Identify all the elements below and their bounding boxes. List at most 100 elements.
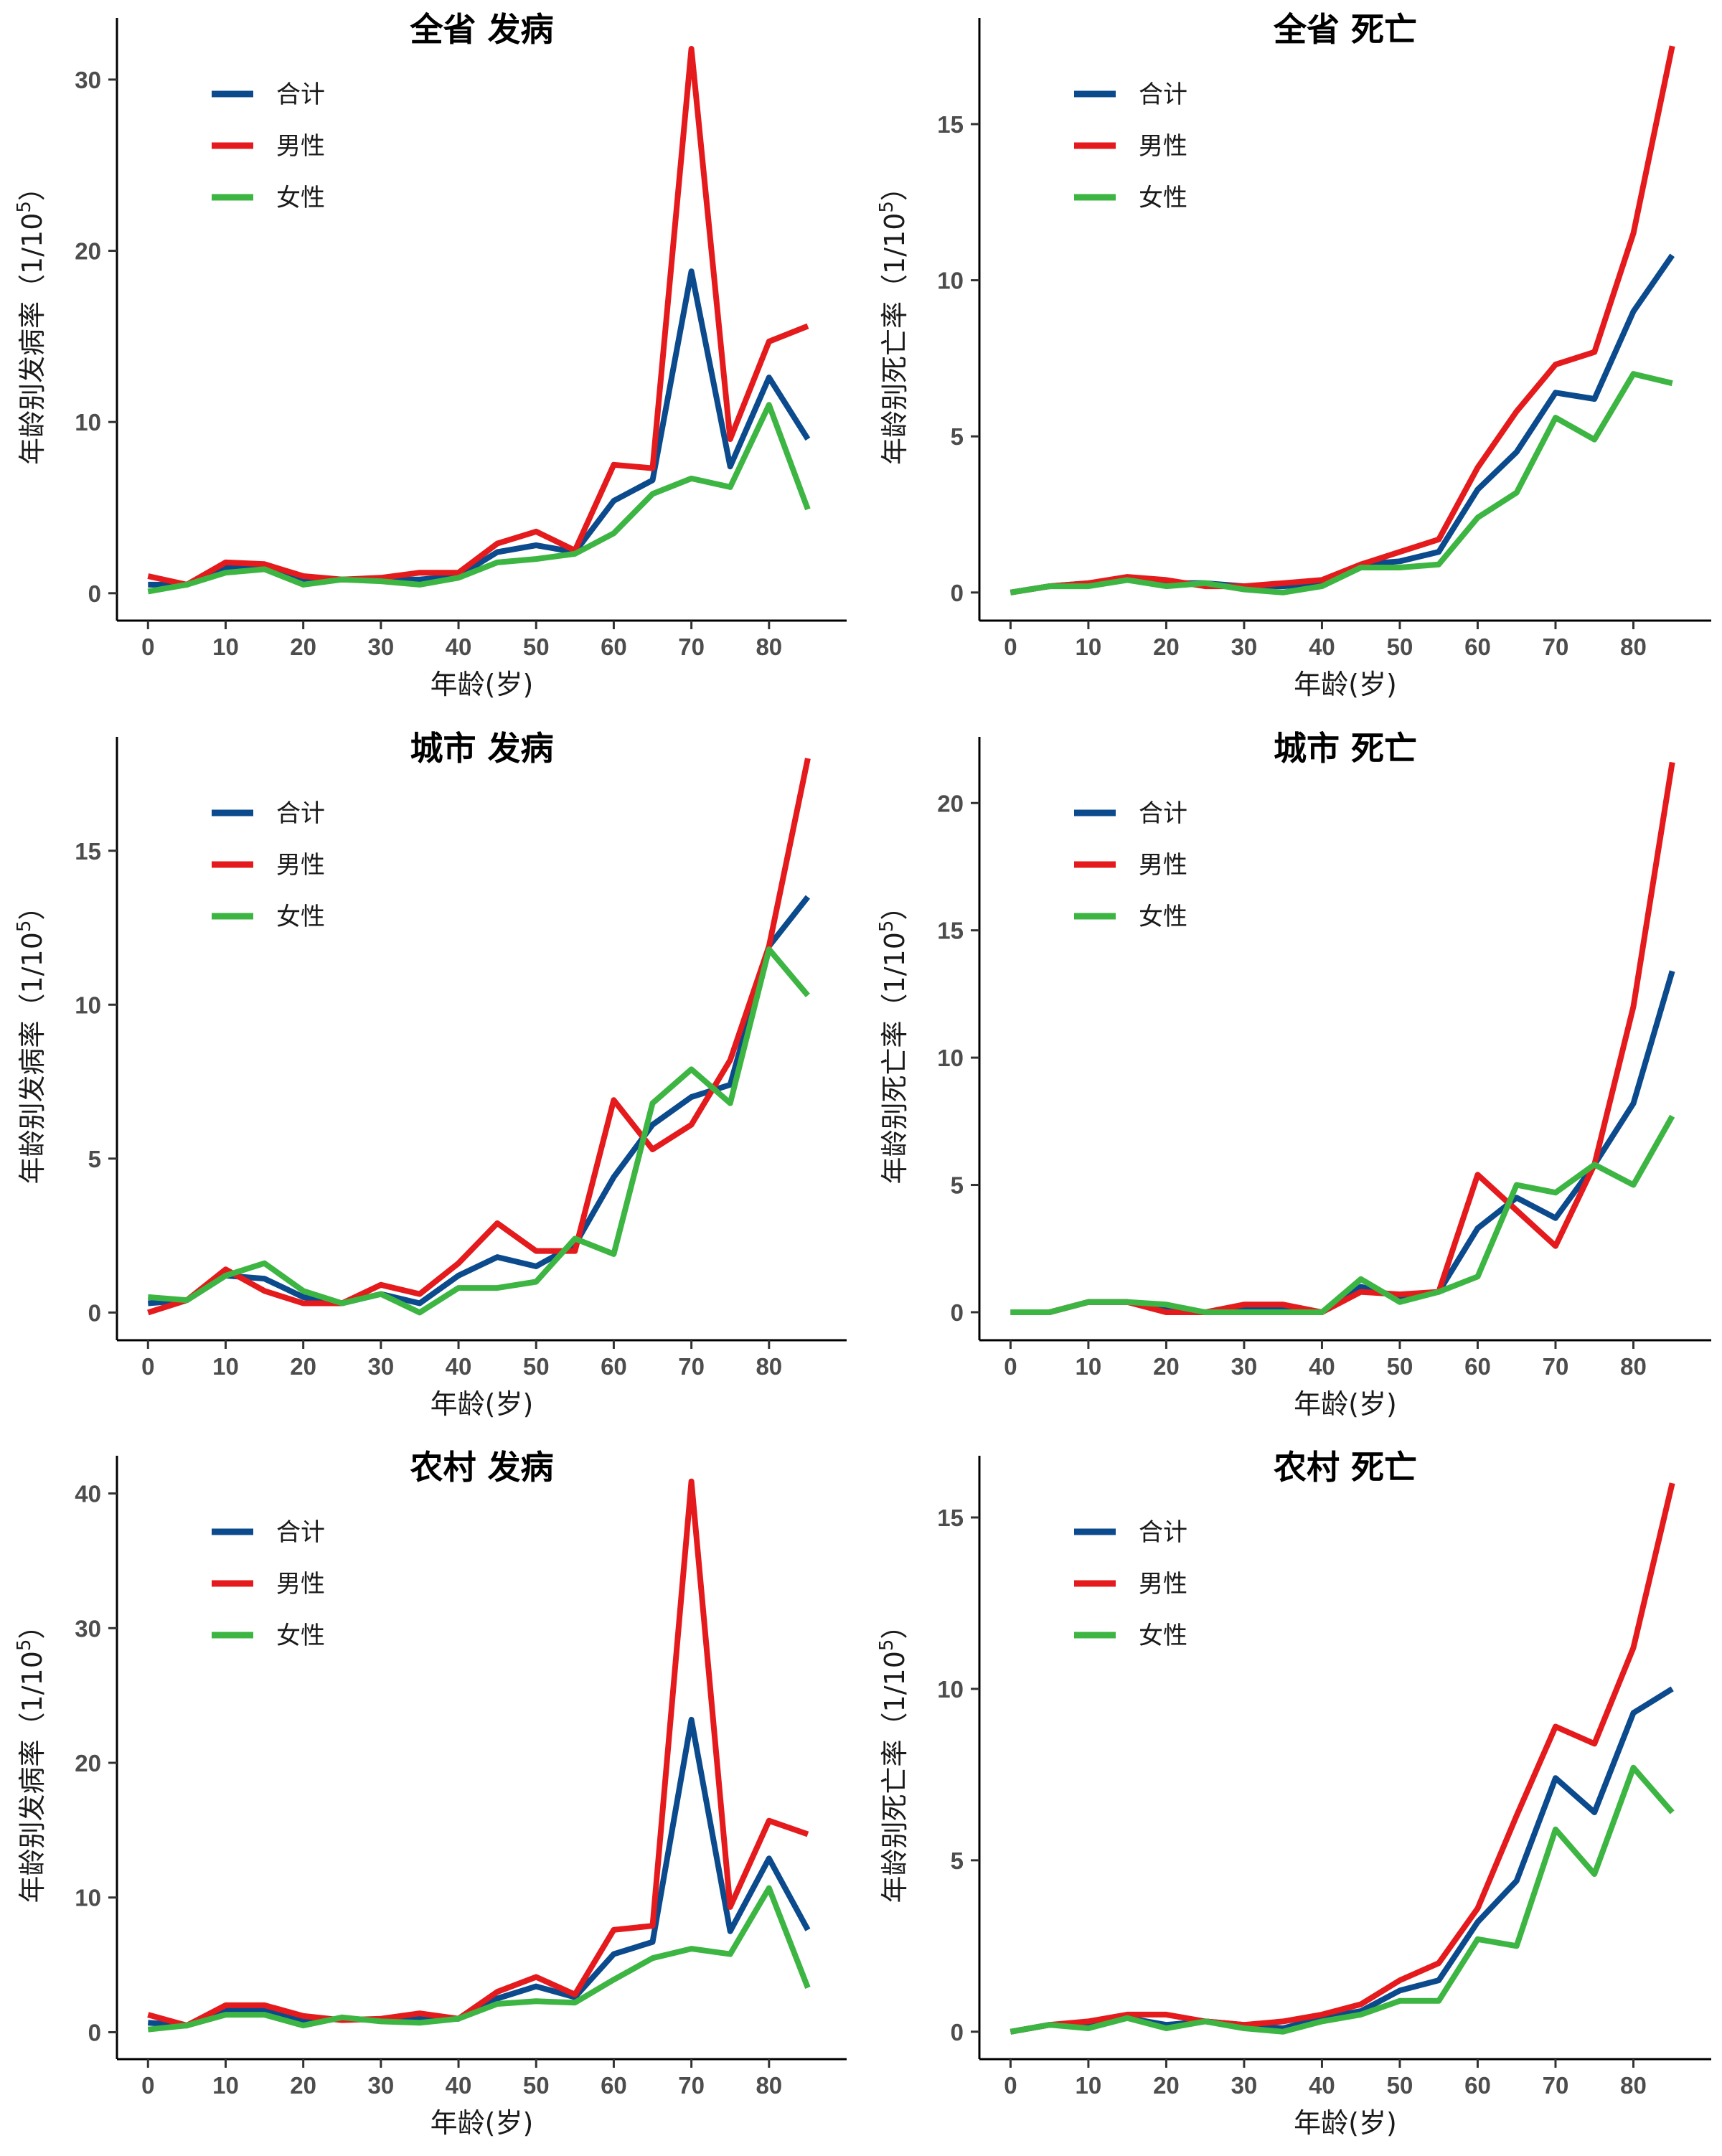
y-tick-label: 20 — [75, 238, 101, 265]
x-tick-label: 10 — [212, 2072, 239, 2099]
y-tick-label: 0 — [951, 1299, 964, 1326]
series-line-2 — [1010, 371, 1673, 596]
chart-title: 农村 死亡 — [1274, 1448, 1417, 1487]
y-axis-title-close: ） — [17, 1612, 48, 1639]
legend-label: 男性 — [276, 132, 325, 161]
x-tick-label: 40 — [446, 2072, 472, 2099]
x-tick-label: 20 — [1153, 634, 1180, 660]
x-axis-title: 年龄(岁) — [1294, 2107, 1397, 2139]
y-tick-label: 20 — [75, 1750, 101, 1776]
y-axis-title: 年龄别死亡率（1/105） — [876, 174, 911, 465]
y-tick-label: 40 — [75, 1481, 101, 1507]
series-line-1 — [147, 758, 811, 1316]
x-tick-label: 10 — [1076, 1353, 1102, 1380]
x-tick-label: 10 — [212, 634, 239, 660]
y-axis-title-main: 年龄别发病率（1/10 — [17, 213, 48, 465]
y-tick-label: 10 — [937, 1045, 964, 1071]
y-axis-title-sup: 5 — [14, 201, 35, 213]
x-tick-label: 20 — [290, 634, 316, 660]
y-tick-label: 10 — [75, 1885, 101, 1911]
series-line-2 — [1010, 1114, 1675, 1315]
x-tick-label: 60 — [1464, 634, 1491, 660]
y-tick-label: 15 — [937, 1505, 964, 1531]
x-tick-label: 60 — [601, 634, 627, 660]
x-axis-title: 年龄(岁) — [1294, 1388, 1397, 1420]
y-tick-label: 30 — [75, 1615, 101, 1642]
x-tick-label: 50 — [1387, 2072, 1413, 2099]
legend-label: 男性 — [1139, 132, 1187, 161]
y-axis-title: 年龄别发病率（1/105） — [14, 174, 48, 465]
legend-label: 男性 — [276, 1570, 325, 1599]
y-axis-title-sup: 5 — [876, 201, 898, 213]
x-tick-label: 80 — [756, 1353, 782, 1380]
x-tick-label: 40 — [1309, 1353, 1335, 1380]
y-tick-label: 10 — [75, 992, 101, 1018]
x-axis-title: 年龄(岁) — [430, 669, 534, 700]
chart-panel: 0 10 20 30 40 50 60 70 80 0 10 20 30 40 农村 发病合计男性女性年龄(… — [14, 1448, 847, 2139]
y-tick-label: 10 — [937, 1676, 964, 1703]
chart-title: 城市 死亡 — [1274, 729, 1417, 768]
chart-panel: 0 10 20 30 40 50 60 70 80 0 5 10 15 20 城市 死亡合计男性女性年龄(岁… — [876, 729, 1711, 1420]
legend-label: 合计 — [276, 799, 325, 828]
chart-title: 全省 发病 — [409, 10, 553, 49]
y-tick-label: 0 — [88, 580, 101, 607]
x-tick-label: 70 — [678, 634, 705, 660]
x-tick-label: 70 — [1543, 634, 1569, 660]
series-line-1 — [147, 46, 809, 588]
x-tick-label: 30 — [367, 1353, 394, 1380]
x-tick-label: 0 — [141, 1353, 154, 1380]
y-axis-title-main: 年龄别死亡率（1/10 — [879, 1651, 911, 1903]
x-tick-label: 70 — [1543, 2072, 1569, 2099]
x-tick-label: 40 — [446, 634, 472, 660]
x-tick-label: 50 — [523, 1353, 550, 1380]
series-line-1 — [1010, 761, 1675, 1315]
x-tick-label: 80 — [1620, 1353, 1647, 1380]
series-line-2 — [147, 946, 810, 1316]
x-tick-label: 40 — [1309, 634, 1335, 660]
y-axis-title-sup: 5 — [876, 921, 898, 933]
x-tick-label: 10 — [1076, 634, 1102, 660]
y-tick-label: 5 — [951, 1847, 964, 1874]
x-tick-label: 10 — [212, 1353, 239, 1380]
x-tick-label: 50 — [1387, 634, 1413, 660]
x-tick-label: 80 — [1620, 2072, 1647, 2099]
series-line-0 — [148, 1716, 811, 2029]
x-tick-label: 60 — [601, 1353, 627, 1380]
x-tick-label: 10 — [1076, 2072, 1102, 2099]
legend-label: 女性 — [1139, 1621, 1187, 1650]
y-axis-title: 年龄别发病率（1/105） — [14, 893, 48, 1185]
series-line-1 — [1010, 1482, 1675, 2035]
x-tick-label: 70 — [678, 1353, 705, 1380]
y-tick-label: 0 — [951, 580, 964, 606]
y-tick-label: 5 — [951, 1172, 964, 1199]
y-axis-title: 年龄别发病率（1/105） — [14, 1612, 48, 1903]
y-tick-label: 15 — [937, 111, 964, 138]
chart-title: 农村 发病 — [410, 1448, 553, 1487]
legend-label: 男性 — [276, 851, 325, 880]
x-tick-label: 80 — [1620, 634, 1647, 660]
y-tick-label: 10 — [937, 268, 964, 294]
y-axis-title-main: 年龄别死亡率（1/10 — [879, 213, 911, 465]
series-line-2 — [147, 1885, 811, 2033]
series-line-0 — [147, 895, 811, 1307]
chart-title: 全省 死亡 — [1273, 10, 1417, 49]
x-tick-label: 20 — [1153, 2072, 1180, 2099]
x-axis-title: 年龄(岁) — [1294, 669, 1397, 700]
y-axis-title-main: 年龄别死亡率（1/10 — [879, 932, 911, 1184]
x-tick-label: 60 — [1464, 2072, 1491, 2099]
x-tick-label: 50 — [1387, 1353, 1413, 1380]
y-axis-title-main: 年龄别发病率（1/10 — [17, 1651, 48, 1903]
x-tick-label: 30 — [367, 634, 394, 660]
x-tick-label: 50 — [523, 634, 550, 660]
x-tick-label: 30 — [1231, 2072, 1258, 2099]
series-line-0 — [1010, 253, 1675, 596]
series-line-1 — [1010, 45, 1675, 596]
series-line-0 — [148, 268, 811, 588]
x-tick-label: 70 — [1543, 1353, 1569, 1380]
y-axis-title-sup: 5 — [876, 1639, 898, 1652]
series-line-0 — [1010, 1686, 1674, 2035]
x-tick-label: 40 — [446, 1353, 472, 1380]
series-line-1 — [147, 1478, 809, 2029]
